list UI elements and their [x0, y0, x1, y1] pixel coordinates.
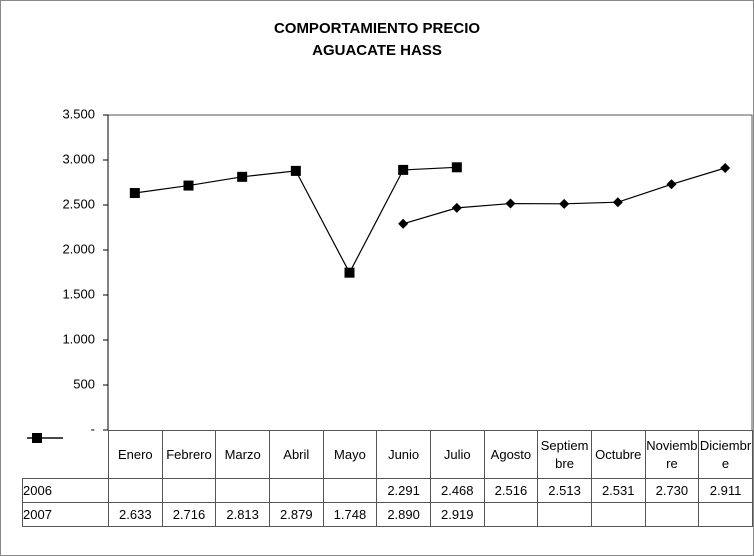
marker: [398, 164, 409, 175]
x-tick-label: Noviembre: [644, 430, 700, 479]
x-tick-label: Mayo: [322, 430, 378, 479]
data-label: [644, 502, 700, 527]
legend-entry: 2006: [22, 432, 109, 503]
marker: [237, 171, 248, 182]
marker: [720, 163, 731, 174]
marker: [183, 180, 194, 191]
marker: [666, 179, 677, 190]
x-tick-label: Enero: [108, 430, 163, 479]
marker: [505, 198, 516, 209]
plot-border: [108, 114, 753, 430]
data-label: 2.513: [537, 478, 592, 503]
x-tick-label: Julio: [429, 430, 485, 479]
x-tick-label: Marzo: [215, 430, 270, 479]
data-label: 2.879: [268, 502, 324, 527]
data-label: [215, 478, 270, 503]
y-tick-label: 3.000: [62, 151, 95, 166]
y-tick-label: -: [91, 421, 95, 436]
marker: [129, 188, 140, 199]
header-row: Enero Febrero Marzo Abril Mayo Junio Julio Agos…: [22, 430, 753, 479]
marker: [398, 218, 409, 229]
data-label: 2.813: [215, 502, 270, 527]
data-label: [483, 502, 539, 527]
data-table: Enero Febrero Marzo Abril Mayo Junio Julio Agos…: [22, 430, 753, 527]
x-tick-label: Diciembre: [698, 430, 753, 479]
x-tick-label: Junio: [376, 430, 431, 479]
x-tick-label: Agosto: [483, 430, 539, 479]
marker: [290, 165, 301, 176]
data-label: 2.716: [161, 502, 217, 527]
chart-title: COMPORTAMIENTO PRECIO AGUACATE HASS: [273, 20, 481, 59]
data-label: 2.890: [376, 502, 431, 527]
data-label: 1.748: [322, 502, 378, 527]
data-label: [322, 478, 378, 503]
series-line: [134, 166, 457, 274]
x-tick-label: Octubre: [590, 430, 646, 479]
data-label: [268, 478, 324, 503]
y-tick-label: 500: [73, 376, 95, 391]
data-label: [108, 478, 163, 503]
marker: [559, 198, 570, 209]
legend-label: 2007: [23, 506, 52, 522]
marker: [612, 197, 623, 208]
y-tick-label: 1.500: [62, 286, 95, 301]
data-label: [537, 502, 592, 527]
data-label: 2.291: [376, 478, 431, 503]
data-row: 2006 2.291 2.468 2.516 2.513 2.531 2.730 2.911: [22, 432, 753, 503]
data-row: 2007 2.633 2.716 2.813 2.879 1.748 2.890 2.919: [22, 432, 753, 527]
marker: [451, 162, 462, 173]
data-label: 2.531: [590, 478, 646, 503]
data-label: [698, 502, 753, 527]
y-tick-label: 2.500: [62, 196, 95, 211]
x-tick-label: Febrero: [161, 430, 217, 479]
data-label: 2.516: [483, 478, 539, 503]
y-tick-label: 2.000: [62, 241, 95, 256]
series-line: [402, 167, 726, 225]
y-tick-label: 3.500: [62, 106, 95, 121]
data-label: [161, 478, 217, 503]
marker: [451, 202, 462, 213]
data-label: [590, 502, 646, 527]
data-label: 2.468: [429, 478, 485, 503]
data-label: 2.919: [429, 502, 485, 527]
x-tick-label: Septiembre: [537, 430, 592, 479]
x-tick-label: Abril: [268, 430, 324, 479]
legend-label: 2006: [23, 482, 52, 498]
data-label: 2.911: [698, 478, 753, 503]
data-label: 2.633: [108, 502, 163, 527]
marker: [344, 267, 355, 278]
data-label: 2.730: [644, 478, 700, 503]
y-tick-label: 1.000: [62, 331, 95, 346]
legend-entry: 2007: [22, 432, 109, 527]
